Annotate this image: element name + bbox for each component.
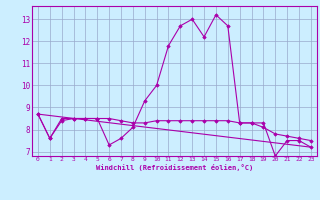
X-axis label: Windchill (Refroidissement éolien,°C): Windchill (Refroidissement éolien,°C) bbox=[96, 164, 253, 171]
